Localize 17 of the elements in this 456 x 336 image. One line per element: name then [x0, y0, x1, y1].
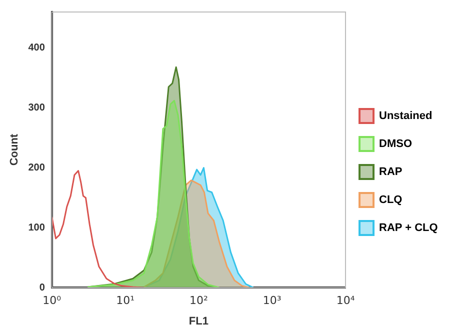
legend-label: Unstained [379, 110, 432, 122]
x-tick-label: 10⁴ [336, 294, 356, 308]
y-tick-label: 300 [28, 102, 46, 114]
legend-label: DMSO [379, 138, 412, 150]
x-axis-title: FL1 [188, 315, 208, 328]
y-tick-label: 200 [28, 162, 46, 174]
x-tick-label: 10² [189, 294, 208, 308]
x-tick-label: 10¹ [116, 294, 135, 308]
legend-label: CLQ [379, 194, 403, 206]
y-tick-label: 400 [28, 42, 46, 54]
legend-label: RAP [379, 166, 402, 178]
y-axis-title: Count [8, 134, 21, 166]
y-tick-label: 100 [28, 222, 46, 234]
y-tick-label: 0 [39, 282, 46, 294]
x-tick-label: 10⁰ [42, 294, 62, 308]
legend-label: RAP + CLQ [379, 222, 438, 234]
x-tick-label: 10³ [262, 294, 282, 308]
